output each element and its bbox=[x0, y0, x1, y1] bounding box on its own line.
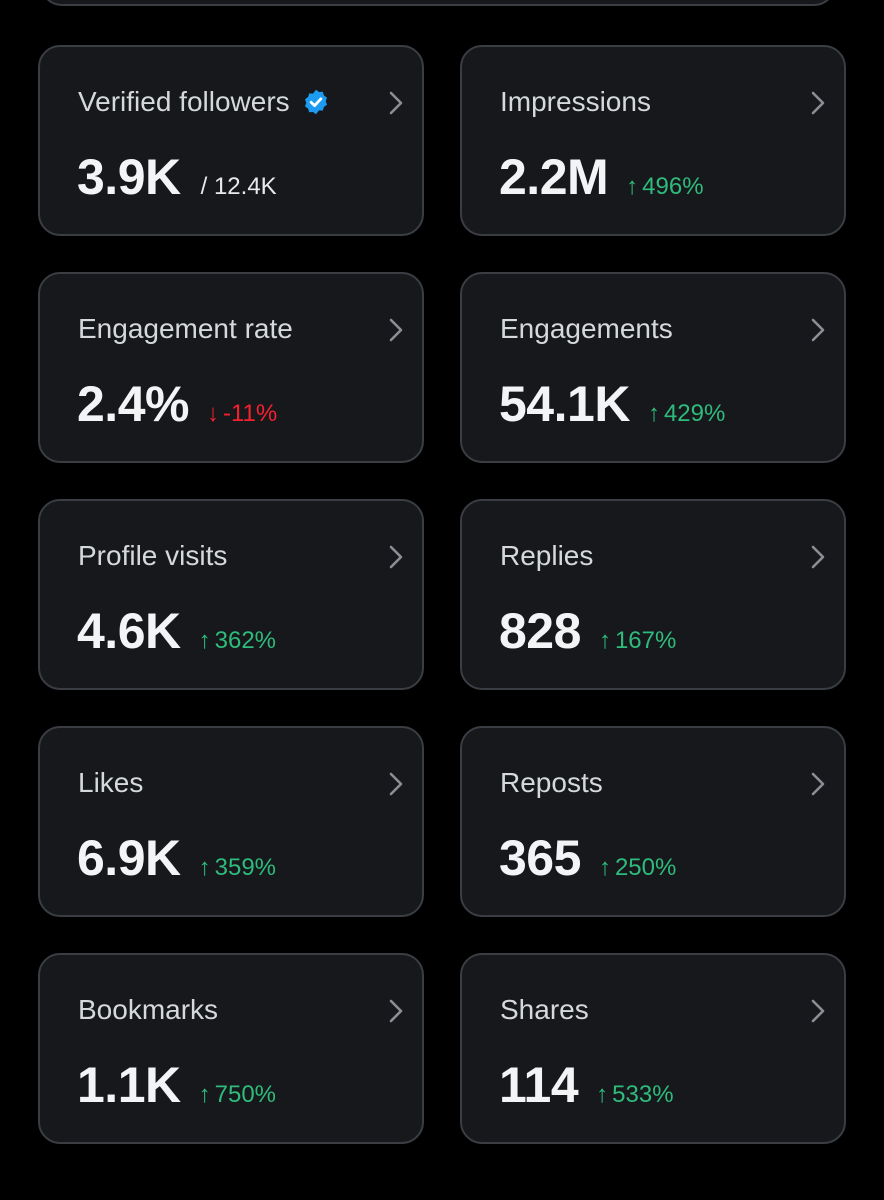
chevron-right-icon bbox=[389, 545, 403, 569]
arrow-down-icon: ↓ bbox=[206, 400, 219, 427]
arrow-up-icon: ↑ bbox=[198, 1081, 211, 1108]
chevron-right-icon bbox=[389, 999, 403, 1023]
metric-value: 54.1K bbox=[499, 376, 630, 432]
metric-value-row: 4.6K ↑ 362% bbox=[77, 601, 276, 661]
metric-title: Impressions bbox=[500, 86, 651, 117]
metric-title: Engagement rate bbox=[78, 313, 293, 344]
metric-total: / 12.4K bbox=[200, 173, 277, 200]
metric-title: Bookmarks bbox=[78, 994, 219, 1025]
metric-delta-value: -11% bbox=[222, 400, 278, 427]
metric-title: Replies bbox=[500, 540, 594, 571]
metric-delta-value: 167% bbox=[614, 627, 677, 654]
metric-delta-value: 533% bbox=[612, 1081, 674, 1108]
metric-delta: ↑ 750% bbox=[199, 1081, 276, 1109]
metric-title: Engagements bbox=[500, 313, 673, 344]
metric-title: Shares bbox=[500, 994, 589, 1025]
metric-title-text: Verified followers bbox=[78, 86, 290, 117]
arrow-up-icon: ↑ bbox=[198, 854, 211, 881]
arrow-up-icon: ↑ bbox=[626, 173, 639, 200]
metric-delta: ↓ -11% bbox=[207, 400, 277, 428]
metrics-grid: Verified followers 3.9K / 12.4K Impressi… bbox=[38, 45, 846, 1144]
arrow-up-icon: ↑ bbox=[598, 627, 611, 654]
metric-value: 3.9K bbox=[77, 149, 181, 205]
metric-value: 2.4% bbox=[77, 376, 189, 432]
metric-value-row: 2.2M ↑ 496% bbox=[499, 147, 704, 207]
metric-value-row: 2.4% ↓ -11% bbox=[77, 374, 277, 434]
metric-title: Profile visits bbox=[78, 540, 228, 571]
chevron-right-icon bbox=[389, 318, 403, 342]
previous-card-edge bbox=[40, 0, 836, 6]
metric-value-row: 828 ↑ 167% bbox=[499, 601, 676, 661]
metric-value-row: 1.1K ↑ 750% bbox=[77, 1055, 276, 1115]
chevron-right-icon bbox=[811, 318, 825, 342]
metric-value-row: 3.9K / 12.4K bbox=[77, 147, 277, 207]
metric-value: 365 bbox=[499, 830, 581, 886]
arrow-up-icon: ↑ bbox=[598, 854, 611, 881]
chevron-right-icon bbox=[389, 772, 403, 796]
metric-value: 4.6K bbox=[77, 603, 181, 659]
metric-card-replies[interactable]: Replies 828 ↑ 167% bbox=[460, 499, 846, 690]
metric-value-row: 6.9K ↑ 359% bbox=[77, 828, 276, 888]
metric-value-row: 365 ↑ 250% bbox=[499, 828, 676, 888]
metric-card-verified-followers[interactable]: Verified followers 3.9K / 12.4K bbox=[38, 45, 424, 236]
chevron-right-icon bbox=[811, 545, 825, 569]
metric-value: 828 bbox=[499, 603, 581, 659]
metric-delta-value: 362% bbox=[214, 627, 277, 654]
metric-card-shares[interactable]: Shares 114 ↑ 533% bbox=[460, 953, 846, 1144]
chevron-right-icon bbox=[389, 91, 403, 115]
metric-delta-value: 750% bbox=[214, 1081, 277, 1108]
metric-delta: ↑ 167% bbox=[599, 627, 676, 655]
metric-delta: ↑ 362% bbox=[199, 627, 276, 655]
metric-delta: ↑ 496% bbox=[626, 173, 703, 201]
metric-delta: ↑ 250% bbox=[599, 854, 676, 882]
metric-delta: ↑ 533% bbox=[596, 1081, 673, 1109]
metric-value: 6.9K bbox=[77, 830, 181, 886]
metric-title: Likes bbox=[78, 767, 144, 798]
metric-card-engagements[interactable]: Engagements 54.1K ↑ 429% bbox=[460, 272, 846, 463]
metric-card-profile-visits[interactable]: Profile visits 4.6K ↑ 362% bbox=[38, 499, 424, 690]
metric-value-row: 114 ↑ 533% bbox=[499, 1055, 674, 1115]
metric-title: Reposts bbox=[500, 767, 603, 798]
metric-card-likes[interactable]: Likes 6.9K ↑ 359% bbox=[38, 726, 424, 917]
metric-card-engagement-rate[interactable]: Engagement rate 2.4% ↓ -11% bbox=[38, 272, 424, 463]
metric-value: 1.1K bbox=[77, 1057, 181, 1113]
metric-value-row: 54.1K ↑ 429% bbox=[499, 374, 725, 434]
metric-delta: ↑ 359% bbox=[199, 854, 276, 882]
metric-delta-value: 250% bbox=[614, 854, 677, 881]
verified-badge-icon bbox=[304, 89, 327, 115]
chevron-right-icon bbox=[811, 772, 825, 796]
metric-card-bookmarks[interactable]: Bookmarks 1.1K ↑ 750% bbox=[38, 953, 424, 1144]
arrow-up-icon: ↑ bbox=[198, 627, 211, 654]
metric-card-reposts[interactable]: Reposts 365 ↑ 250% bbox=[460, 726, 846, 917]
metric-title: Verified followers bbox=[78, 85, 330, 119]
metric-card-impressions[interactable]: Impressions 2.2M ↑ 496% bbox=[460, 45, 846, 236]
chevron-right-icon bbox=[811, 91, 825, 115]
metric-delta-value: 429% bbox=[663, 400, 726, 427]
metric-delta-value: 359% bbox=[214, 854, 277, 881]
metric-delta: ↑ 429% bbox=[648, 400, 725, 428]
metric-value: 2.2M bbox=[499, 149, 609, 205]
arrow-up-icon: ↑ bbox=[596, 1081, 609, 1108]
chevron-right-icon bbox=[811, 999, 825, 1023]
metric-delta-value: 496% bbox=[642, 173, 704, 200]
arrow-up-icon: ↑ bbox=[647, 400, 660, 427]
metric-value: 114 bbox=[499, 1057, 579, 1113]
